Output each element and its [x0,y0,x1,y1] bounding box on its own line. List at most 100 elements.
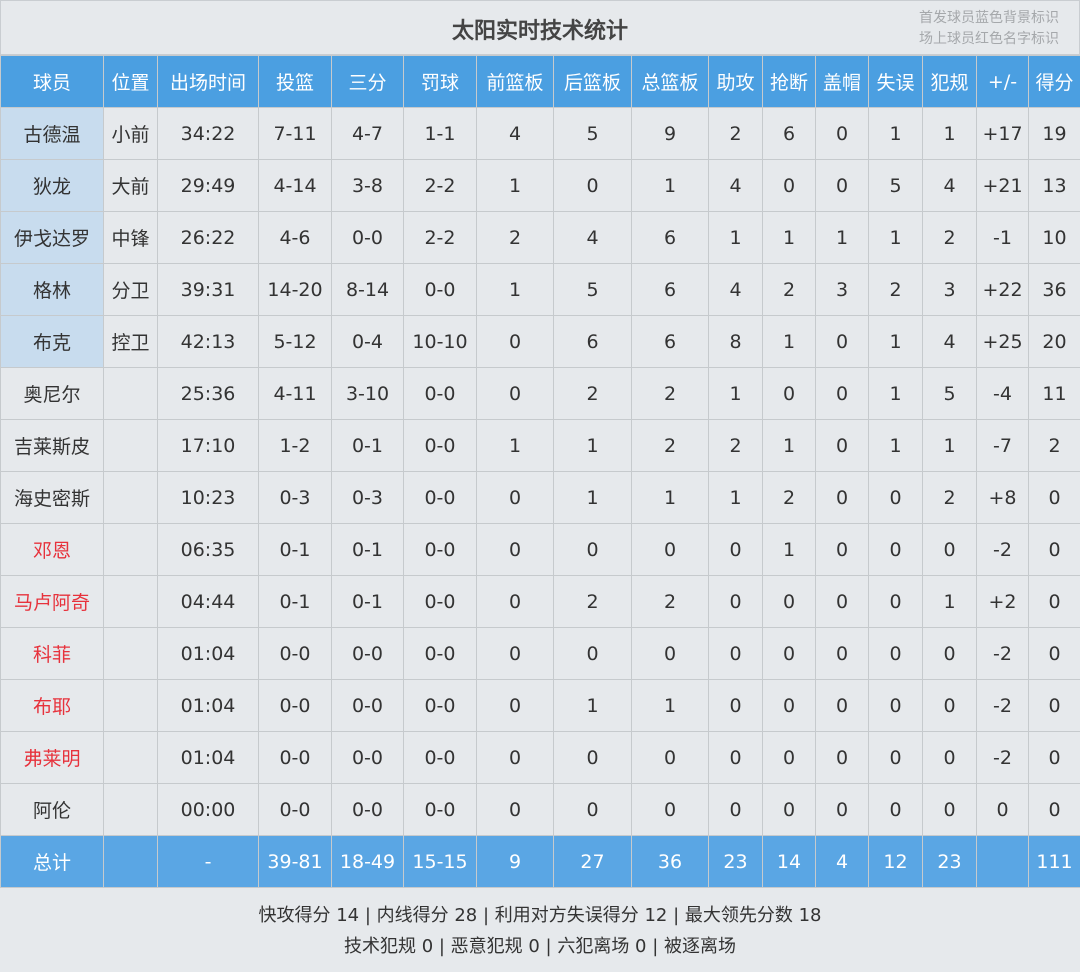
total-cell [103,835,158,888]
stat-cell: 1 [868,419,923,472]
stat-cell: 大前 [103,159,158,212]
column-header: 位置 [103,55,158,108]
stat-cell: 0 [1028,731,1080,784]
stat-cell: 1 [476,159,554,212]
stat-cell: 0-0 [331,211,404,264]
stat-cell: 19 [1028,107,1080,160]
column-header: 盖帽 [815,55,869,108]
stat-cell [103,367,158,420]
player-row: 邓恩 06:35 0-1 0-1 0-0 0 0 0 0 1 0 0 0 -2 0 [0,523,1080,576]
player-name: 科菲 [0,627,104,680]
stat-cell: 5 [922,367,977,420]
stat-cell: 0-0 [331,679,404,732]
stat-cell: 8-14 [331,263,404,316]
stat-cell: 0 [476,523,554,576]
stat-cell: 1 [708,471,763,524]
stat-cell: 1 [631,159,709,212]
stat-cell: 10-10 [403,315,477,368]
stat-cell: 3-10 [331,367,404,420]
stat-cell: +2 [976,575,1029,628]
total-cell: 4 [815,835,869,888]
stat-cell [103,471,158,524]
player-row: 布耶 01:04 0-0 0-0 0-0 0 1 1 0 0 0 0 0 -2 0 [0,679,1080,732]
stat-cell: 9 [631,107,709,160]
player-name: 阿伦 [0,783,104,836]
stat-cell: 0-1 [331,523,404,576]
column-header: 失误 [868,55,923,108]
total-cell: 27 [553,835,632,888]
stat-cell: +25 [976,315,1029,368]
stat-cell: 0-0 [331,627,404,680]
stat-cell: 0 [922,731,977,784]
total-cell: 39-81 [258,835,332,888]
stat-cell: 1 [762,315,816,368]
column-header: 前篮板 [476,55,554,108]
stat-cell: 0 [922,783,977,836]
stat-cell: 5 [553,263,632,316]
stat-cell: 0 [631,523,709,576]
stat-cell [103,419,158,472]
stat-cell: -2 [976,523,1029,576]
stat-cell: 0 [815,627,869,680]
stat-cell: 0 [631,731,709,784]
stat-cell: -2 [976,679,1029,732]
summary-line-2: 技术犯规 0 | 恶意犯规 0 | 六犯离场 0 | 被逐离场 [343,936,737,957]
stat-cell: 36 [1028,263,1080,316]
stat-cell: 0 [1028,679,1080,732]
stat-cell: 0 [476,367,554,420]
stat-cell: 0 [476,731,554,784]
stat-cell [103,679,158,732]
stat-cell: 11 [1028,367,1080,420]
stat-cell: 0 [708,783,763,836]
column-header: 犯规 [922,55,977,108]
player-name: 狄龙 [0,159,104,212]
stat-cell: 0-0 [258,731,332,784]
stat-cell: 0 [631,783,709,836]
column-header: 球员 [0,55,104,108]
stat-cell: 6 [631,315,709,368]
stat-cell: -4 [976,367,1029,420]
stat-cell: 5-12 [258,315,332,368]
stat-cell: 0 [868,783,923,836]
box-score-table: 球员 位置 出场时间 投篮 三分 罚球 前篮板 后篮板 总篮板 助攻 抢断 盖帽 失误 犯规 +/- 得分 古… [0,55,1080,888]
stat-cell: +17 [976,107,1029,160]
stat-cell: 39:31 [157,263,259,316]
stat-cell: 4 [553,211,632,264]
player-row: 狄龙 大前 29:49 4-14 3-8 2-2 1 0 1 4 0 0 5 4 +21 13 [0,159,1080,212]
stat-cell: 00:00 [157,783,259,836]
stat-cell: 3-8 [331,159,404,212]
stat-cell: 0-0 [403,731,477,784]
stat-cell: 10:23 [157,471,259,524]
player-name: 弗莱明 [0,731,104,784]
stat-cell: 0 [868,523,923,576]
player-name: 古德温 [0,107,104,160]
player-row: 科菲 01:04 0-0 0-0 0-0 0 0 0 0 0 0 0 0 -2 0 [0,627,1080,680]
stat-cell: 13 [1028,159,1080,212]
stat-cell: 7-11 [258,107,332,160]
player-row: 伊戈达罗 中锋 26:22 4-6 0-0 2-2 2 4 6 1 1 1 1 2 -1 10 [0,211,1080,264]
stat-cell: 0-0 [403,367,477,420]
player-row: 吉莱斯皮 17:10 1-2 0-1 0-0 1 1 2 2 1 0 1 1 -7 2 [0,419,1080,472]
column-header: 得分 [1028,55,1080,108]
stat-cell: +8 [976,471,1029,524]
stat-cell: 1 [553,419,632,472]
stat-cell: 0 [762,731,816,784]
stat-cell: 0 [922,523,977,576]
stat-cell: 0-1 [258,575,332,628]
stat-cell: 中锋 [103,211,158,264]
stat-cell: -2 [976,731,1029,784]
stat-cell: 控卫 [103,315,158,368]
stat-cell: 26:22 [157,211,259,264]
stat-cell: 1-1 [403,107,477,160]
stat-cell: 0-0 [258,627,332,680]
player-row: 弗莱明 01:04 0-0 0-0 0-0 0 0 0 0 0 0 0 0 -2 0 [0,731,1080,784]
stat-cell: 0-0 [403,263,477,316]
stat-cell: 0 [708,627,763,680]
stat-cell: 0 [476,575,554,628]
column-header: 出场时间 [157,55,259,108]
stat-cell: 4-11 [258,367,332,420]
stat-cell: 01:04 [157,679,259,732]
stat-cell: -2 [976,627,1029,680]
stat-cell: 2 [922,211,977,264]
stat-cell: 2 [1028,419,1080,472]
